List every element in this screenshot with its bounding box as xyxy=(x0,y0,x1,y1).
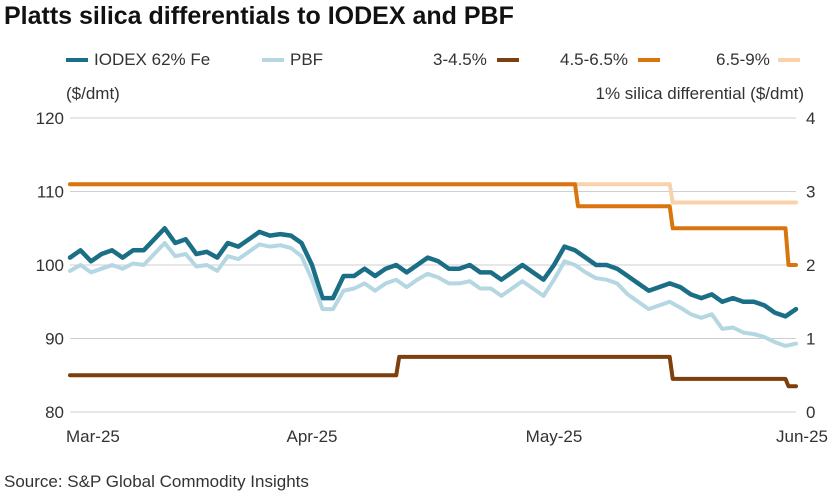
legend-item-6-5-9: 6.5-9% xyxy=(716,50,800,70)
chart-title: Platts silica differentials to IODEX and… xyxy=(4,2,514,30)
right-tick-label: 4 xyxy=(806,109,815,128)
right-tick-label: 0 xyxy=(806,403,815,422)
series-line-s45_65 xyxy=(68,354,798,389)
series-line-s3_45 xyxy=(68,182,798,205)
series-line-pbf xyxy=(68,241,798,348)
source-note: Source: S&P Global Commodity Insights xyxy=(4,472,309,491)
legend-item-3-4-5: 3-4.5% xyxy=(433,50,519,70)
right-axis-unit: 1% silica differential ($/dmt) xyxy=(595,84,805,103)
legend-swatch-3-4-5 xyxy=(496,58,519,62)
legend-swatch-6-5-9 xyxy=(777,58,800,62)
legend-label-6-5-9: 6.5-9% xyxy=(716,50,770,69)
axis-labels: 120 4 110 3 100 2 90 1 80 0 Mar-25 Apr-25 May-25 Jun-… xyxy=(36,109,828,446)
grid-lines xyxy=(70,117,796,413)
right-tick-label: 3 xyxy=(806,183,815,202)
legend-swatch-pbf xyxy=(262,58,284,62)
legend-label-4-5-6-5: 4.5-6.5% xyxy=(560,50,629,69)
x-tick-label: May-25 xyxy=(526,427,583,446)
left-tick-label: 100 xyxy=(36,256,64,275)
series-lines xyxy=(67,182,799,389)
legend-swatch-4-5-6-5 xyxy=(638,58,661,62)
left-tick-label: 110 xyxy=(37,183,64,202)
legend-label-iodex: IODEX 62% Fe xyxy=(94,50,211,69)
legend-item-4-5-6-5: 4.5-6.5% xyxy=(560,50,661,70)
left-axis-unit: ($/dmt) xyxy=(66,84,120,103)
x-tick-label: Jun-25 xyxy=(776,427,828,446)
x-tick-label: Apr-25 xyxy=(286,427,337,446)
right-tick-label: 2 xyxy=(806,256,815,275)
legend-item-pbf: PBF xyxy=(262,50,323,70)
series-line-iodex xyxy=(67,226,799,319)
legend-label-3-4-5: 3-4.5% xyxy=(433,50,487,69)
series-line-s65_9 xyxy=(68,182,798,267)
left-tick-label: 80 xyxy=(45,403,64,422)
legend-item-iodex: IODEX 62% Fe xyxy=(66,50,210,70)
left-tick-label: 120 xyxy=(36,109,64,128)
legend-label-pbf: PBF xyxy=(290,50,324,69)
left-tick-label: 90 xyxy=(45,330,64,349)
right-tick-label: 1 xyxy=(806,330,815,349)
x-tick-label: Mar-25 xyxy=(66,427,120,446)
legend-swatch-iodex xyxy=(66,58,88,62)
